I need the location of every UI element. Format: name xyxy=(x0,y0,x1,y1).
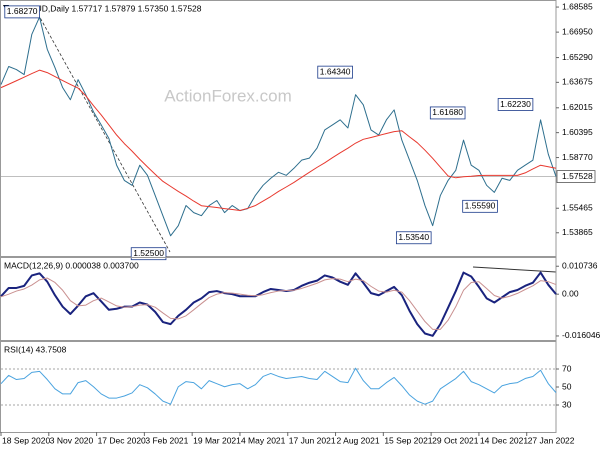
price-annotation-box xyxy=(429,106,466,120)
last-price-box xyxy=(556,170,596,184)
watermark: ActionForex.com xyxy=(164,86,292,105)
price-annotation: 1.68270 xyxy=(7,6,38,16)
series-line xyxy=(0,277,557,330)
price-annotation-box xyxy=(317,65,353,79)
x-tick-label: 29 Oct 2021 xyxy=(432,435,479,445)
price-annotation-box xyxy=(462,199,498,213)
y-tick-label: 1.53865 xyxy=(562,227,593,237)
price-annotation-box xyxy=(497,98,534,111)
y-tick-label: -0.016046 xyxy=(562,330,600,340)
y-tick-label: 1.58770 xyxy=(562,152,593,162)
trend-line xyxy=(37,13,171,253)
x-tick-label: 18 Sep 2020 xyxy=(2,435,50,445)
series-line xyxy=(0,271,557,337)
panel-title: MACD(12,26,9) 0.000038 0.003700 xyxy=(4,260,139,270)
x-tick-label: 3 Nov 2020 xyxy=(50,435,94,445)
panel-frame xyxy=(0,0,557,257)
x-tick-label: 3 Feb 2021 xyxy=(145,435,188,445)
series-line xyxy=(0,69,557,211)
price-annotation-box xyxy=(130,247,167,261)
panel-title: RSI(14) 43.7508 xyxy=(4,344,67,354)
x-tick-label: 2 Aug 2021 xyxy=(337,435,380,445)
y-tick-label: 30 xyxy=(562,399,572,409)
price-annotation: 1.52500 xyxy=(133,248,164,258)
y-tick-label: 1.65290 xyxy=(562,52,593,62)
y-tick-label: 1.60395 xyxy=(562,127,593,137)
x-tick-label: 15 Sep 2021 xyxy=(384,435,432,445)
x-tick-label: 17 Dec 2020 xyxy=(98,435,146,445)
price-annotation: 1.55590 xyxy=(465,201,496,211)
y-tick-label: 0.010736 xyxy=(562,260,598,270)
price-annotation: 1.62230 xyxy=(500,99,531,109)
y-tick-label: 1.68585 xyxy=(562,1,593,11)
last-price-label: 1.57528 xyxy=(562,171,593,181)
series-line xyxy=(0,16,557,237)
y-tick-label: 1.55465 xyxy=(562,202,593,212)
y-tick-label: 1.62015 xyxy=(562,102,593,112)
x-tick-label: 4 May 2021 xyxy=(241,435,286,445)
price-annotation-box xyxy=(395,231,432,245)
y-tick-label: 70 xyxy=(562,363,572,373)
price-annotation: 1.61680 xyxy=(432,107,463,117)
y-tick-label: 50 xyxy=(562,381,572,391)
panel-frame xyxy=(0,257,557,341)
x-tick-label: 14 Dec 2021 xyxy=(480,435,528,445)
panel-title: EURAUD,Daily 1.57717 1.57879 1.57350 1.5… xyxy=(12,3,202,13)
price-annotation: 1.53540 xyxy=(398,232,429,242)
price-annotation-box xyxy=(4,5,40,19)
y-tick-label: 1.66950 xyxy=(562,26,593,36)
x-tick-label: 19 Mar 2021 xyxy=(193,435,241,445)
x-tick-label: 17 Jun 2021 xyxy=(289,435,336,445)
price-annotation: 1.64340 xyxy=(320,66,351,76)
y-tick-label: 0.00 xyxy=(562,288,579,298)
y-tick-label: 1.63675 xyxy=(562,77,593,87)
x-tick-label: 27 Jan 2022 xyxy=(528,435,575,445)
trend-line xyxy=(472,266,557,273)
series-line xyxy=(0,367,557,405)
